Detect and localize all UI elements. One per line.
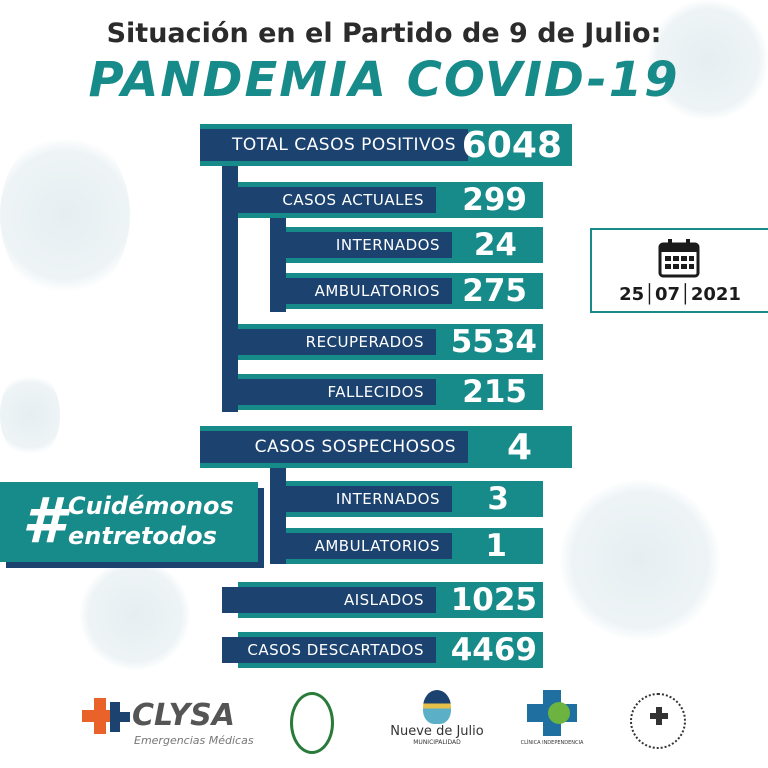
- row-label: CASOS DESCARTADOS: [222, 637, 436, 663]
- row-value: 1025: [450, 582, 537, 618]
- row-value: 5534: [450, 324, 537, 360]
- hashtag-line1: Cuidémonos: [68, 492, 234, 520]
- row-label: CASOS SOSPECHOSOS: [200, 431, 468, 463]
- hashtag-symbol: #: [22, 484, 66, 557]
- clysa-name: CLYSA: [132, 698, 236, 733]
- row-label: TOTAL CASOS POSITIVOS: [200, 129, 468, 161]
- title: Situación en el Partido de 9 de Julio:: [106, 18, 662, 49]
- nueve-de-julio-logo: Nueve de Julio MUNICIPALIDAD: [372, 690, 502, 746]
- row-label: CASOS ACTUALES: [222, 187, 436, 213]
- date-text: 25│07│2021: [619, 284, 741, 305]
- hashtag-line2: entretodos: [68, 522, 217, 550]
- virus-decoration: [560, 480, 720, 640]
- date-box: 25│07│2021: [590, 228, 768, 313]
- row-value: 6048: [461, 124, 562, 166]
- row-value: 1: [485, 528, 507, 564]
- row-label: RECUPERADOS: [222, 329, 436, 355]
- row-sospechosos-internados: INTERNADOS 3: [270, 481, 543, 517]
- association-seal: [630, 693, 686, 749]
- row-sospechosos-ambulatorios: AMBULATORIOS 1: [270, 528, 543, 564]
- row-label: AMBULATORIOS: [270, 278, 452, 304]
- row-value: 24: [473, 227, 517, 263]
- virus-decoration: [0, 130, 130, 300]
- row-casos-sospechosos: CASOS SOSPECHOSOS 4: [200, 426, 572, 468]
- row-value: 4469: [450, 632, 537, 668]
- hashtag-banner: # Cuidémonos entretodos: [0, 482, 258, 562]
- row-casos-descartados: CASOS DESCARTADOS 4469: [222, 632, 543, 668]
- row-value: 299: [462, 182, 527, 218]
- row-label: FALLECIDOS: [222, 379, 436, 405]
- virus-decoration: [0, 370, 60, 460]
- clinica-logo: CLÍNICA INDEPENDENCIA: [512, 690, 592, 746]
- row-aislados: AISLADOS 1025: [222, 582, 543, 618]
- row-value: 275: [462, 273, 527, 309]
- row-value: 4: [506, 426, 532, 468]
- row-value: 215: [462, 374, 527, 410]
- subtitle: PANDEMIA COVID-19: [88, 52, 680, 108]
- row-recuperados: RECUPERADOS 5534: [222, 324, 543, 360]
- row-fallecidos: FALLECIDOS 215: [222, 374, 543, 410]
- row-label: INTERNADOS: [286, 232, 452, 258]
- row-label: INTERNADOS: [270, 486, 452, 512]
- calendar-icon: [658, 239, 700, 278]
- cross-icon: [650, 707, 668, 725]
- virus-decoration: [648, 0, 768, 120]
- virus-decoration: [80, 560, 190, 670]
- row-ambulatorios: AMBULATORIOS 275: [270, 273, 543, 309]
- clinic-cross-icon: [527, 690, 577, 736]
- row-value: 3: [487, 481, 509, 517]
- row-label: AISLADOS: [222, 587, 436, 613]
- nueve-subtitle: MUNICIPALIDAD: [413, 739, 461, 746]
- row-label: AMBULATORIOS: [270, 533, 452, 559]
- cross-icon: [82, 698, 130, 734]
- clysa-logo: CLYSA Emergencias Médicas: [80, 690, 254, 750]
- nueve-name: Nueve de Julio: [390, 724, 484, 739]
- row-casos-actuales: CASOS ACTUALES 299: [222, 182, 543, 218]
- municipality-emblem: [423, 690, 451, 724]
- clinica-name: CLÍNICA INDEPENDENCIA: [520, 740, 584, 746]
- medical-association-seal: [290, 692, 334, 754]
- row-internados: INTERNADOS 24: [286, 227, 543, 263]
- clysa-subtitle: Emergencias Médicas: [134, 734, 254, 747]
- row-total-positivos: TOTAL CASOS POSITIVOS 6048: [200, 124, 572, 166]
